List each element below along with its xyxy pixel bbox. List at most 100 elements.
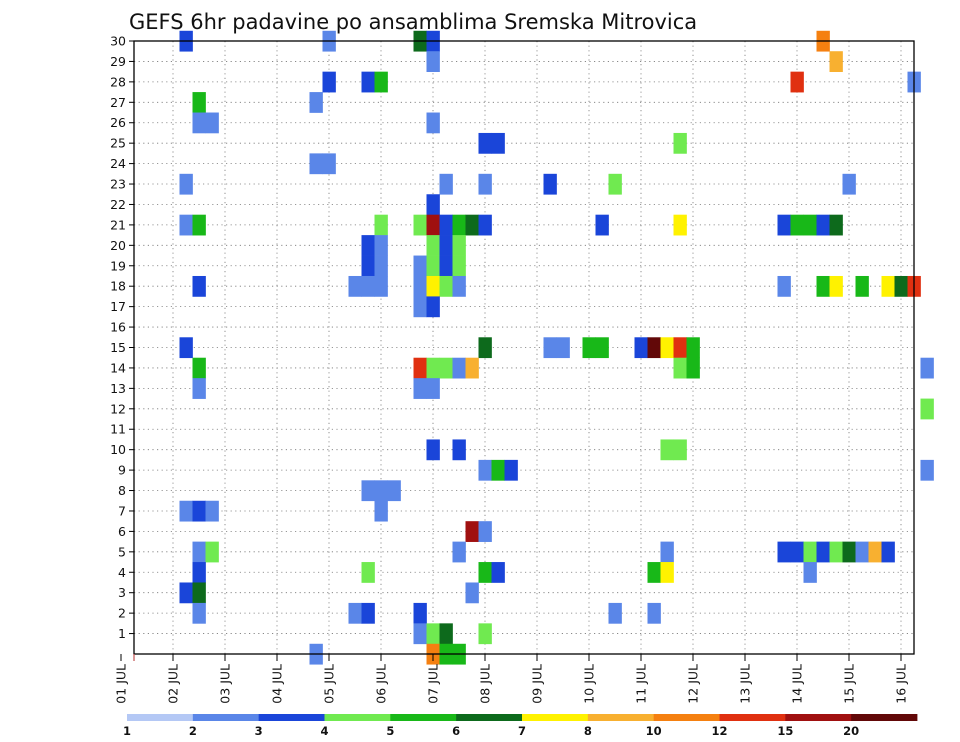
precip-cell bbox=[478, 337, 492, 359]
precip-cell bbox=[829, 275, 843, 297]
precip-cell bbox=[426, 275, 440, 297]
precip-cell bbox=[465, 214, 479, 236]
y-tick-label: 19 bbox=[110, 258, 126, 273]
colorbar-label: 4 bbox=[320, 724, 328, 738]
precip-cell bbox=[439, 235, 453, 256]
y-tick-label: 18 bbox=[110, 279, 126, 294]
precip-cell bbox=[803, 541, 817, 563]
colorbar-label: 12 bbox=[711, 724, 727, 738]
precip-cell bbox=[439, 357, 453, 379]
colorbar-label: 8 bbox=[584, 724, 592, 738]
precip-cell bbox=[192, 602, 206, 624]
precip-cell bbox=[842, 173, 856, 195]
y-tick-label: 1 bbox=[118, 626, 126, 641]
precip-cell bbox=[452, 439, 466, 461]
x-tick-label: 16 JUL bbox=[894, 664, 909, 704]
precip-cell bbox=[790, 541, 804, 563]
precip-cell bbox=[673, 337, 687, 359]
precip-cell bbox=[491, 459, 505, 481]
y-tick-label: 28 bbox=[110, 74, 126, 89]
precip-cell bbox=[647, 337, 661, 359]
precip-cell bbox=[543, 173, 557, 195]
colorbar-segment bbox=[851, 714, 918, 721]
y-tick-label: 25 bbox=[110, 136, 126, 151]
precip-cell bbox=[673, 214, 687, 236]
colorbar-label: 7 bbox=[518, 724, 526, 738]
colorbar-label: 2 bbox=[189, 724, 197, 738]
precip-cell bbox=[439, 623, 453, 645]
precip-cell bbox=[478, 132, 492, 154]
y-tick-label: 16 bbox=[110, 320, 126, 335]
precip-cell bbox=[465, 582, 479, 604]
precip-cell bbox=[478, 521, 492, 542]
precip-cell bbox=[777, 214, 791, 236]
precip-cell bbox=[478, 173, 492, 195]
precip-cell bbox=[309, 92, 323, 113]
precip-cell bbox=[192, 214, 206, 236]
y-axis-ticks: 1234567891011121314151617181920212223242… bbox=[110, 34, 134, 641]
precip-cell bbox=[660, 562, 674, 583]
precip-cell bbox=[660, 439, 674, 461]
precip-cell bbox=[361, 602, 375, 624]
precip-cell bbox=[439, 275, 453, 297]
y-tick-label: 29 bbox=[110, 54, 126, 69]
precip-cell bbox=[439, 255, 453, 277]
precip-cell bbox=[634, 337, 648, 359]
precip-cell bbox=[777, 541, 791, 563]
precip-cell bbox=[322, 71, 336, 93]
precip-cell bbox=[413, 602, 427, 624]
precip-cell bbox=[556, 337, 570, 359]
precip-cell bbox=[647, 602, 661, 624]
x-tick-label: 04 JUL bbox=[270, 664, 285, 704]
x-tick-label: 13 JUL bbox=[738, 664, 753, 704]
precip-cell bbox=[374, 235, 388, 256]
precip-cell bbox=[777, 275, 791, 297]
precip-cell bbox=[322, 153, 336, 175]
precip-cell bbox=[205, 541, 219, 563]
y-tick-label: 2 bbox=[118, 606, 126, 621]
precip-cell bbox=[192, 112, 206, 134]
colorbar: 1 2 3 4 5 6 7 8 10 12 15 20 bbox=[123, 714, 918, 738]
precip-cell bbox=[920, 459, 934, 481]
colorbar-segment bbox=[456, 714, 523, 721]
y-tick-label: 27 bbox=[110, 95, 126, 110]
x-tick-label: 14 JUL bbox=[790, 664, 805, 704]
precip-cell bbox=[309, 153, 323, 175]
precip-cell bbox=[790, 71, 804, 93]
precip-cell bbox=[426, 214, 440, 236]
y-tick-label: 9 bbox=[118, 463, 126, 478]
x-tick-label: 10 JUL bbox=[582, 664, 597, 704]
y-tick-label: 4 bbox=[118, 565, 126, 580]
y-tick-label: 3 bbox=[118, 585, 126, 600]
precip-cell bbox=[348, 602, 362, 624]
precip-cell bbox=[465, 521, 479, 542]
precip-cell bbox=[673, 439, 687, 461]
precip-cell bbox=[387, 480, 401, 502]
precip-cell bbox=[686, 357, 700, 379]
precip-cell bbox=[179, 500, 193, 522]
colorbar-label: 10 bbox=[646, 724, 662, 738]
x-tick-label: 12 JUL bbox=[686, 664, 701, 704]
x-tick-label: 07 JUL bbox=[426, 664, 441, 704]
y-tick-label: 5 bbox=[118, 544, 126, 559]
x-tick-label: 05 JUL bbox=[322, 664, 337, 704]
precip-cell bbox=[829, 214, 843, 236]
colorbar-segment bbox=[785, 714, 852, 721]
precip-cell bbox=[374, 255, 388, 277]
precip-cell bbox=[192, 92, 206, 113]
precip-cell bbox=[790, 214, 804, 236]
colorbar-segment bbox=[390, 714, 457, 721]
precip-cell bbox=[452, 255, 466, 277]
y-tick-label: 20 bbox=[110, 238, 126, 253]
precip-cell bbox=[660, 337, 674, 359]
precip-cell bbox=[192, 275, 206, 297]
colorbar-segment bbox=[719, 714, 786, 721]
precip-cell bbox=[426, 357, 440, 379]
precip-cell bbox=[855, 275, 869, 297]
precip-cell bbox=[660, 541, 674, 563]
precip-cell bbox=[348, 275, 362, 297]
colorbar-label: 6 bbox=[452, 724, 460, 738]
precip-cell bbox=[426, 296, 440, 318]
precip-cell bbox=[582, 337, 596, 359]
